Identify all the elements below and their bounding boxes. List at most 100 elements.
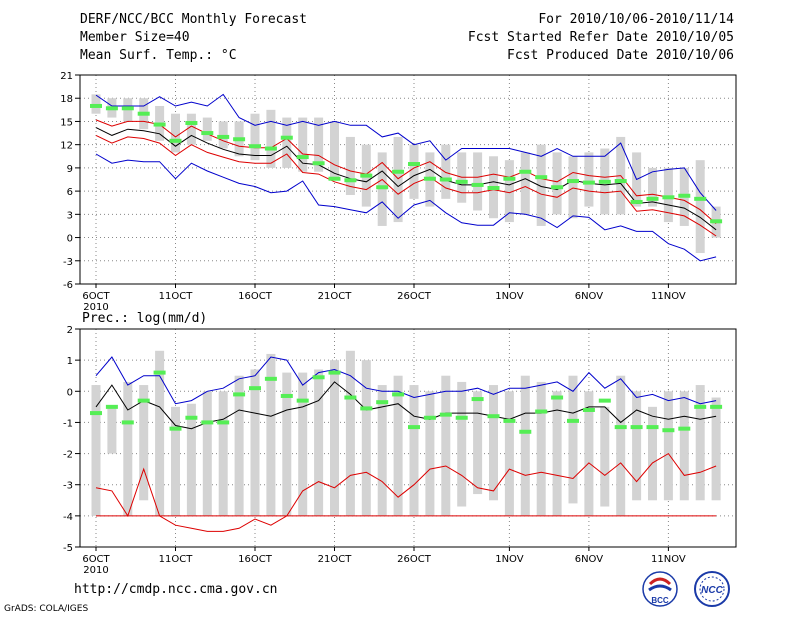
range-bar	[409, 385, 419, 516]
panel1-variable-label: Mean Surf. Temp.: °C	[80, 48, 237, 63]
mean-marker	[535, 175, 548, 180]
range-bar	[330, 121, 339, 180]
x-tick-label: 6NOV	[575, 291, 604, 302]
mean-marker	[423, 415, 436, 420]
y-tick-label: 1	[67, 356, 73, 367]
range-bar	[266, 109, 276, 168]
y-tick-label: 3	[67, 210, 73, 221]
range-bar	[552, 152, 562, 215]
mean-marker	[567, 179, 579, 184]
mean-marker	[471, 182, 484, 187]
y-tick-label: 0	[67, 387, 73, 398]
mean-marker	[201, 131, 214, 136]
range-bar	[584, 391, 594, 516]
mean-marker	[360, 406, 373, 411]
y-tick-label: -1	[63, 418, 73, 429]
range-bar	[202, 391, 212, 516]
mean-marker	[503, 176, 516, 181]
range-bar	[695, 385, 705, 501]
range-bar	[489, 385, 498, 501]
mean-marker	[105, 106, 118, 111]
mean-marker	[487, 186, 500, 191]
x-tick-label: 11OCT	[159, 554, 194, 565]
range-bar	[393, 136, 403, 223]
x-tick-label: 16OCT	[238, 554, 273, 565]
chart-title: DERF/NCC/BCC Monthly Forecast	[80, 12, 307, 27]
mean-marker	[423, 176, 436, 181]
x-tick-label: 11NOV	[651, 291, 686, 302]
x-tick-label: 1NOV	[495, 554, 524, 565]
mean-marker	[264, 376, 277, 381]
mean-marker	[630, 199, 643, 204]
mean-marker	[487, 414, 500, 419]
series-line-ensemble-mean	[95, 381, 717, 430]
member-size: Member Size=40	[80, 30, 190, 45]
mean-marker	[376, 400, 389, 405]
mean-marker	[153, 122, 166, 127]
mean-marker	[360, 173, 373, 178]
source-url[interactable]: http://cmdp.ncc.cma.gov.cn	[74, 582, 278, 597]
range-bar	[600, 406, 610, 507]
range-bar	[520, 375, 530, 516]
y-tick-label: -5	[63, 543, 73, 554]
y-tick-label: 15	[60, 117, 73, 128]
mean-marker	[344, 395, 357, 400]
mean-marker	[280, 135, 293, 140]
mean-marker	[678, 426, 691, 431]
mean-marker	[137, 398, 150, 403]
mean-marker	[121, 106, 134, 111]
mean-marker	[455, 179, 468, 184]
x-tick-label: 16OCT	[238, 291, 273, 302]
series-line-min-spread	[95, 452, 717, 532]
mean-marker	[264, 146, 277, 151]
mean-marker	[535, 409, 548, 414]
grads-credit: GrADS: COLA/IGES	[4, 604, 89, 614]
range-bar	[457, 381, 467, 507]
mean-marker	[710, 219, 723, 224]
series-line-max-envelope	[95, 93, 717, 211]
mean-marker	[328, 176, 341, 181]
mean-marker	[678, 193, 691, 198]
range-bar	[536, 381, 546, 516]
range-bar	[393, 375, 403, 516]
mean-marker	[519, 429, 532, 434]
range-bar	[202, 117, 212, 141]
range-bar	[298, 372, 308, 516]
mean-marker	[614, 425, 627, 430]
y-tick-label: 12	[60, 141, 73, 152]
y-tick-label: 18	[60, 94, 73, 105]
mean-marker	[296, 398, 309, 403]
mean-marker	[519, 169, 532, 174]
x-tick-label: 21OCT	[318, 291, 353, 302]
mean-marker	[376, 185, 389, 190]
series-line-lower-spread	[95, 134, 717, 237]
range-bar	[663, 167, 673, 223]
x-tick-label: 26OCT	[397, 291, 432, 302]
x-tick-label: 11OCT	[159, 291, 194, 302]
mean-marker	[185, 415, 198, 420]
range-bar	[123, 381, 133, 516]
series-line-min-envelope	[95, 153, 717, 262]
range-bar	[632, 391, 642, 501]
range-bar	[266, 353, 276, 516]
mean-marker	[344, 178, 357, 183]
range-bar	[218, 391, 228, 516]
ncc-logo-icon: NCC	[694, 571, 730, 607]
range-bar	[298, 117, 308, 172]
range-bar	[616, 375, 626, 516]
x-tick-label: 11NOV	[651, 554, 686, 565]
range-bar	[155, 350, 165, 516]
mean-marker	[582, 407, 595, 412]
range-bar	[250, 369, 260, 516]
range-bar	[171, 406, 180, 516]
mean-marker	[646, 196, 659, 201]
y-tick-label: 0	[67, 234, 73, 245]
range-bar	[330, 360, 339, 516]
mean-marker	[662, 195, 675, 200]
mean-marker	[90, 411, 102, 416]
ncc-logo-text: NCC	[701, 585, 723, 596]
fcst-started-date: Fcst Started Refer Date 2010/10/05	[467, 30, 734, 45]
bcc-logo-text: BCC	[651, 596, 669, 605]
y-tick-label: -3	[63, 257, 73, 268]
fcst-produced-date: Fcst Produced Date 2010/10/06	[507, 48, 734, 63]
